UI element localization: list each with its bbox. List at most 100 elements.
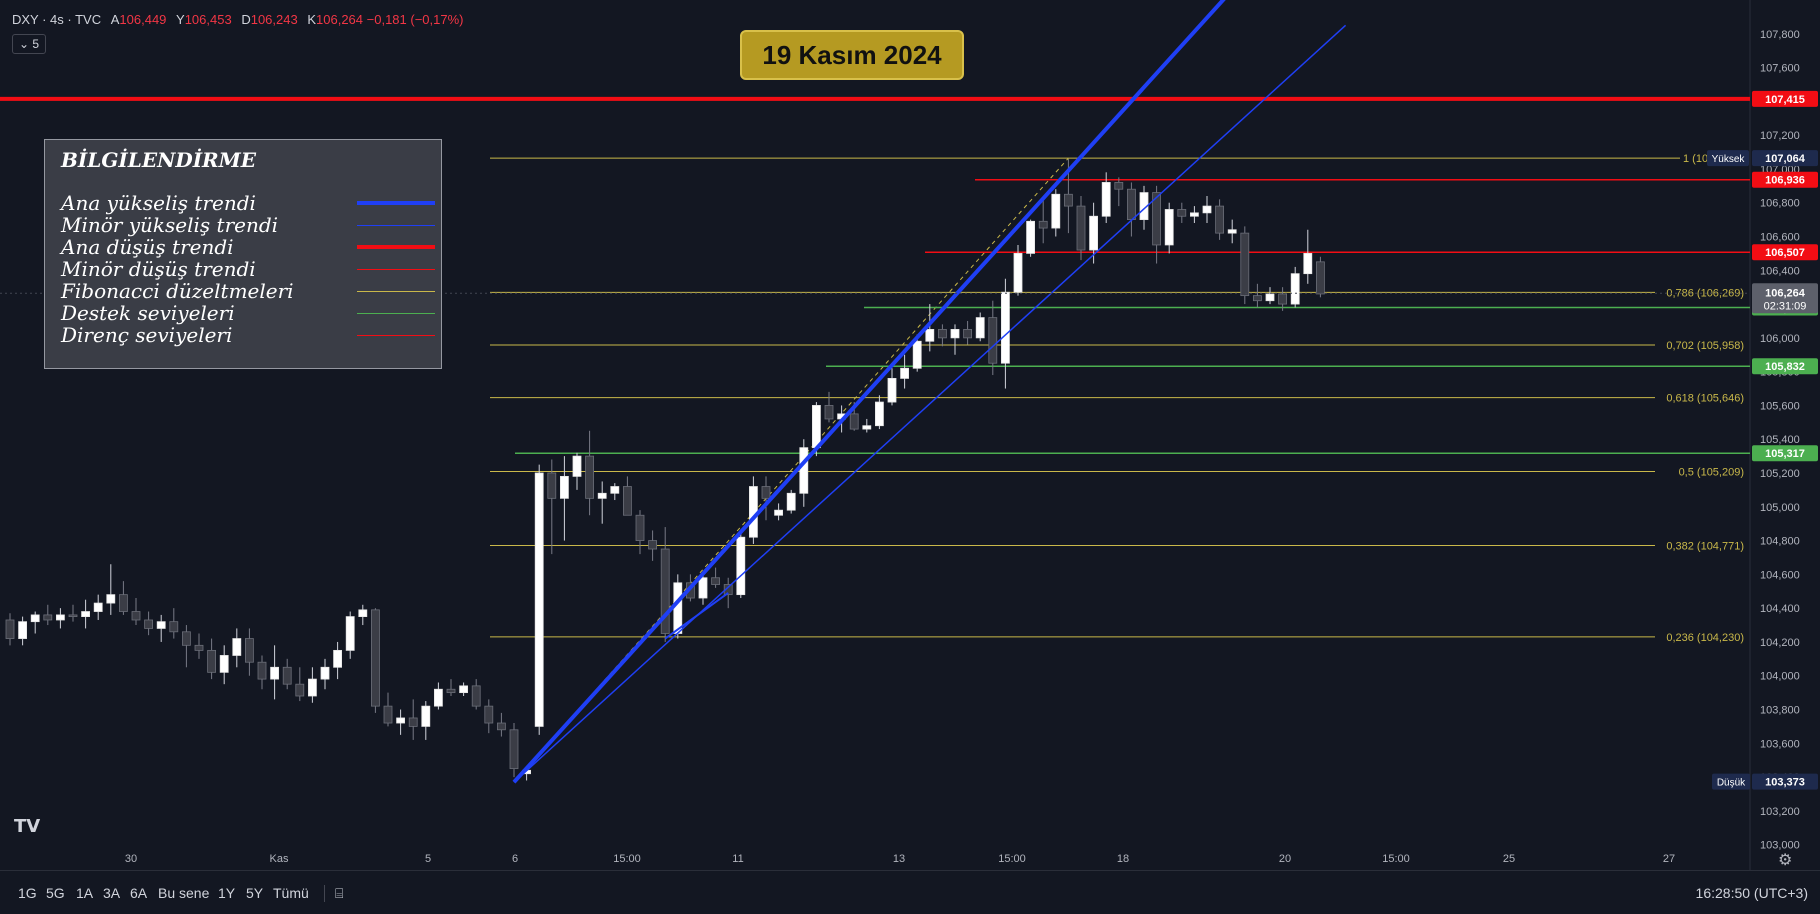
candle-body: [1177, 209, 1187, 217]
tradingview-logo-icon[interactable]: 𝗧𝗩: [14, 816, 41, 836]
candle-body: [975, 317, 985, 339]
x-tick-label: 27: [1663, 853, 1675, 865]
legend-item-label: Direnç seviyeleri: [61, 323, 233, 347]
candle-body: [471, 685, 481, 707]
legend-swatch: [357, 245, 435, 249]
price-axis: [1750, 0, 1820, 870]
fib-level-label: 0,702 (105,958): [1666, 340, 1744, 352]
x-tick-label: 18: [1117, 853, 1129, 865]
candle-body: [912, 340, 922, 369]
candle-body: [257, 661, 267, 680]
candle-body: [1190, 212, 1199, 217]
candle-body: [396, 717, 406, 724]
legend-item: Minör düşüş trendi: [61, 258, 435, 280]
candle-body: [169, 621, 179, 633]
candle-body: [597, 492, 607, 499]
candle-body: [1038, 220, 1048, 229]
candle-body: [1127, 188, 1136, 221]
range-button[interactable]: 5Y: [246, 885, 264, 901]
range-button[interactable]: 1G: [18, 885, 37, 901]
ohlc-open-value: 106,449: [119, 12, 167, 27]
y-tick-label: 103,200: [1760, 806, 1800, 818]
y-tick-label: 106,800: [1760, 198, 1800, 210]
candle-body: [774, 509, 783, 516]
candle-body: [5, 619, 15, 639]
low-badge-bg: [1752, 773, 1818, 790]
legend-item-label: Ana yükseliş trendi: [61, 191, 256, 215]
x-tick-label: 15:00: [613, 853, 641, 865]
candle-body: [1265, 293, 1275, 302]
candle-body: [1253, 295, 1262, 302]
range-button[interactable]: 3A: [103, 885, 121, 901]
x-tick-label: 25: [1503, 853, 1515, 865]
resistance-badge-bg: [1752, 244, 1818, 261]
candle-body: [119, 594, 128, 612]
fib-level-label: 1 (10: [1683, 153, 1708, 165]
x-tick-label: 15:00: [1382, 853, 1410, 865]
candle-body: [1051, 193, 1061, 229]
range-button[interactable]: Bu sene: [158, 885, 210, 901]
legend-item: Destek seviyeleri: [61, 302, 435, 324]
x-tick-label: 11: [732, 853, 743, 865]
x-tick-label: 5: [425, 853, 431, 865]
candle-body: [761, 486, 771, 499]
bar-countdown: 02:31:09: [1764, 300, 1807, 312]
candle-body: [156, 621, 166, 629]
y-tick-label: 103,800: [1760, 705, 1800, 717]
range-button[interactable]: 6A: [130, 885, 148, 901]
minor-uptrend-line: [664, 592, 729, 640]
candle-body: [282, 666, 292, 685]
bottom-toolbar: 1G 5G 1A 3A 6A Bu sene 1Y 5Y Tümü ⌸ 16:2…: [0, 870, 1820, 914]
resistance-badge: 107,415: [1765, 94, 1805, 106]
low-tag: Düşük: [1717, 778, 1746, 789]
candle-body: [496, 722, 506, 731]
legend-item-label: Fibonacci düzeltmeleri: [61, 279, 294, 303]
candle-body: [1064, 193, 1073, 207]
fib-level-label: 0,5 (105,209): [1679, 466, 1744, 478]
candle-body: [1316, 261, 1325, 295]
candle-body: [900, 367, 909, 379]
legend-item: Ana düşüş trendi: [61, 236, 435, 258]
gear-icon[interactable]: ⚙: [1778, 852, 1793, 869]
y-tick-label: 107,600: [1760, 63, 1800, 75]
candle-body: [194, 644, 204, 651]
date-range-icon[interactable]: ⌸: [324, 885, 343, 902]
candle-body: [736, 536, 746, 596]
candle-body: [1290, 273, 1300, 305]
y-tick-label: 107,800: [1760, 29, 1800, 41]
candle-body: [749, 486, 758, 538]
range-button[interactable]: Tümü: [273, 885, 309, 901]
clock: 16:28:50 (UTC+3): [1695, 885, 1808, 901]
support-badge: 105,832: [1765, 361, 1805, 373]
indicator-collapse-toggle[interactable]: ⌄ 5: [12, 34, 46, 54]
candle-body: [1152, 192, 1161, 246]
major-uptrend-line: [512, 0, 1226, 784]
candle-body: [509, 729, 519, 770]
range-button[interactable]: 1A: [76, 885, 94, 901]
low-tag-bg: [1712, 773, 1750, 790]
y-tick-label: 104,400: [1760, 603, 1800, 615]
candle-body: [81, 611, 90, 618]
candle-body: [648, 540, 657, 550]
candle-body: [786, 492, 796, 511]
y-tick-label: 107,200: [1760, 130, 1800, 142]
candle-body: [1215, 205, 1224, 234]
range-button[interactable]: 5G: [46, 885, 65, 901]
ohlc-low-label: D: [241, 12, 251, 27]
range-button[interactable]: 1Y: [218, 885, 236, 901]
candle-body: [635, 514, 645, 541]
candle-body: [1114, 182, 1124, 190]
candle-body: [433, 688, 443, 707]
candle-body: [219, 655, 229, 673]
candle-body: [333, 649, 343, 668]
y-tick-label: 105,400: [1760, 434, 1800, 446]
ohlc-high-label: Y: [176, 12, 185, 27]
candle-body: [547, 472, 557, 499]
candle-body: [875, 401, 884, 427]
x-tick-label: Kas: [270, 853, 289, 865]
candle-body: [408, 717, 418, 727]
candle-body: [925, 329, 935, 342]
y-tick-label: 103,000: [1760, 840, 1800, 852]
